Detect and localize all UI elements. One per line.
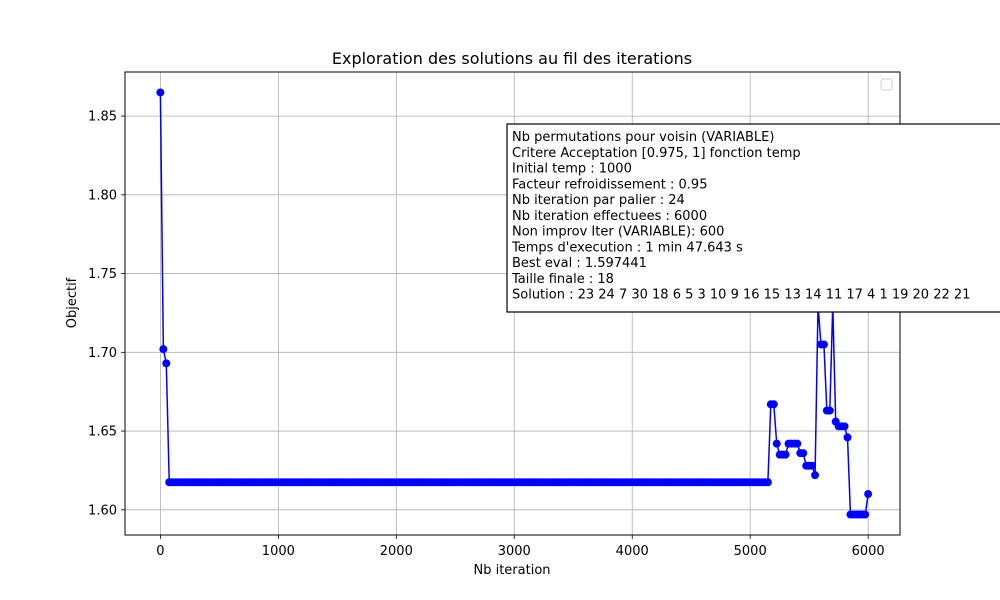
series-layer — [156, 88, 873, 519]
data-point — [808, 461, 817, 470]
annotation-line: Critere Acceptation [0.975, 1] fonction … — [512, 146, 801, 161]
data-point — [799, 449, 808, 458]
annotation-line: Taille finale : 18 — [511, 272, 614, 287]
annotation-line: Nb iteration par palier : 24 — [512, 193, 685, 208]
x-tick-label: 0 — [156, 544, 164, 559]
data-point — [819, 340, 828, 349]
data-point — [763, 478, 772, 487]
data-point — [825, 406, 834, 415]
annotation-line: Initial temp : 1000 — [512, 162, 632, 177]
x-tick-label: 2000 — [380, 544, 413, 559]
data-point — [772, 439, 781, 448]
annotation-line: Nb permutations pour voisin (VARIABLE) — [512, 130, 774, 145]
data-point — [843, 433, 852, 442]
data-point — [159, 345, 168, 354]
annotation-line: Solution : 23 24 7 30 18 6 5 3 10 9 16 1… — [512, 288, 970, 303]
annotation-line: Best eval : 1.597441 — [512, 256, 647, 271]
y-tick-label: 1.75 — [88, 267, 117, 282]
annotation-line: Non improv Iter (VARIABLE): 600 — [512, 225, 724, 240]
annotation-line: Temps d'execution : 1 min 47.643 s — [511, 240, 743, 255]
data-point — [840, 422, 849, 431]
y-axis-label: Objectif — [65, 277, 80, 328]
data-point — [864, 490, 873, 499]
y-tick-label: 1.85 — [88, 110, 117, 125]
y-tick-label: 1.80 — [88, 188, 117, 203]
x-tick-label: 5000 — [734, 544, 767, 559]
annotation-line: Nb iteration effectuees : 6000 — [512, 209, 707, 224]
y-tick-label: 1.65 — [88, 425, 117, 440]
y-axis-ticks: 1.60 1.65 1.70 1.75 1.80 1.85 — [88, 110, 125, 518]
data-point — [861, 510, 870, 519]
annotation-box: Nb permutations pour voisin (VARIABLE)Cr… — [506, 123, 1000, 313]
x-tick-label: 1000 — [262, 544, 295, 559]
data-point — [793, 439, 802, 448]
data-point — [156, 88, 165, 97]
data-point — [162, 359, 171, 368]
x-tick-label: 6000 — [852, 544, 885, 559]
x-axis-ticks: 0 1000 2000 3000 4000 5000 6000 — [156, 535, 885, 559]
y-tick-label: 1.70 — [88, 346, 117, 361]
y-tick-label: 1.60 — [88, 503, 117, 518]
data-point — [811, 471, 820, 480]
x-tick-label: 3000 — [498, 544, 531, 559]
annotation-line: Facteur refroidissement : 0.95 — [512, 177, 707, 192]
data-point — [781, 450, 790, 459]
data-point — [769, 400, 778, 409]
annotation-frame — [506, 123, 1000, 313]
chart-title: Exploration des solutions au fil des ite… — [332, 49, 692, 68]
legend-box — [880, 78, 893, 91]
x-tick-label: 4000 — [616, 544, 649, 559]
x-axis-label: Nb iteration — [473, 563, 550, 578]
